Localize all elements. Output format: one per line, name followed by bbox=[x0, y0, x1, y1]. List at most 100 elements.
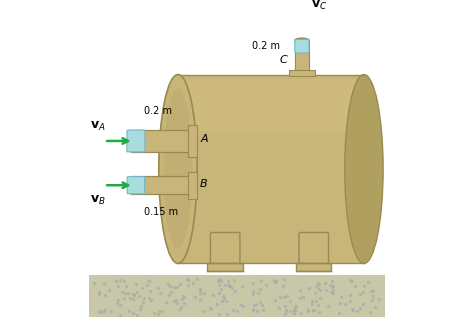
Point bbox=[296, 295, 303, 301]
Point bbox=[249, 307, 256, 312]
Point bbox=[298, 311, 305, 316]
Point bbox=[329, 287, 337, 292]
FancyBboxPatch shape bbox=[299, 232, 328, 265]
Point bbox=[369, 288, 377, 293]
Point bbox=[257, 279, 265, 284]
Point bbox=[215, 312, 222, 317]
Point bbox=[281, 311, 288, 316]
Point bbox=[252, 301, 260, 306]
Point bbox=[222, 299, 230, 304]
Point bbox=[101, 292, 109, 297]
Point bbox=[275, 305, 283, 310]
Point bbox=[249, 288, 256, 294]
Point bbox=[224, 312, 231, 317]
Point bbox=[283, 308, 290, 314]
Point bbox=[155, 285, 162, 290]
Point bbox=[262, 282, 270, 287]
Text: $\mathbf{v}_A$: $\mathbf{v}_A$ bbox=[91, 120, 106, 133]
Point bbox=[98, 308, 105, 314]
Point bbox=[291, 304, 299, 309]
Bar bbox=[188, 125, 197, 157]
FancyBboxPatch shape bbox=[210, 232, 240, 265]
Point bbox=[329, 290, 337, 295]
Point bbox=[164, 281, 172, 286]
Point bbox=[314, 302, 321, 307]
Point bbox=[249, 308, 256, 313]
Point bbox=[310, 307, 318, 312]
Point bbox=[158, 308, 166, 313]
Point bbox=[116, 312, 123, 317]
Point bbox=[351, 284, 359, 289]
Point bbox=[327, 283, 334, 288]
Point bbox=[369, 294, 376, 299]
Point bbox=[154, 312, 162, 317]
Point bbox=[216, 291, 223, 296]
Point bbox=[216, 277, 223, 282]
Point bbox=[368, 297, 376, 302]
Point bbox=[360, 283, 367, 288]
Bar bbox=[289, 70, 315, 76]
Point bbox=[282, 307, 290, 312]
Point bbox=[180, 300, 188, 305]
Point bbox=[137, 303, 145, 308]
Bar bbox=[131, 130, 194, 152]
Point bbox=[217, 286, 224, 291]
Point bbox=[311, 290, 319, 295]
Point bbox=[292, 304, 300, 309]
Point bbox=[184, 278, 192, 283]
Point bbox=[214, 302, 221, 307]
Point bbox=[286, 299, 293, 304]
Point bbox=[112, 278, 120, 283]
Point bbox=[259, 308, 267, 313]
Point bbox=[258, 302, 266, 307]
Point bbox=[316, 287, 324, 293]
Point bbox=[176, 307, 184, 312]
Point bbox=[279, 283, 287, 288]
Point bbox=[173, 285, 180, 290]
Point bbox=[170, 298, 178, 303]
Point bbox=[315, 281, 323, 286]
Point bbox=[270, 278, 278, 283]
Point bbox=[129, 292, 137, 297]
Point bbox=[221, 282, 229, 287]
Point bbox=[180, 295, 188, 300]
Point bbox=[207, 306, 214, 311]
Point bbox=[367, 289, 374, 294]
Text: $\mathbf{v}_B$: $\mathbf{v}_B$ bbox=[91, 193, 106, 207]
Point bbox=[256, 299, 264, 304]
Point bbox=[239, 303, 247, 308]
Point bbox=[337, 301, 344, 306]
Point bbox=[136, 307, 144, 312]
Point bbox=[129, 297, 137, 302]
Point bbox=[354, 308, 361, 313]
Point bbox=[116, 278, 123, 283]
Point bbox=[280, 294, 288, 299]
Point bbox=[305, 308, 312, 313]
Point bbox=[346, 299, 354, 304]
Point bbox=[123, 284, 130, 289]
Bar bbox=[208, 264, 243, 271]
Point bbox=[356, 305, 364, 310]
Point bbox=[219, 298, 226, 303]
Point bbox=[105, 287, 113, 293]
Text: $\mathbf{v}_C$: $\mathbf{v}_C$ bbox=[311, 0, 328, 12]
Point bbox=[312, 284, 320, 289]
Point bbox=[172, 297, 180, 302]
Text: 0.15 m: 0.15 m bbox=[144, 207, 178, 218]
Ellipse shape bbox=[345, 74, 383, 264]
Point bbox=[165, 293, 173, 298]
Point bbox=[215, 282, 223, 287]
Bar bbox=[188, 172, 197, 198]
Point bbox=[291, 308, 299, 313]
Point bbox=[276, 295, 284, 300]
Point bbox=[138, 286, 146, 291]
Point bbox=[114, 283, 121, 288]
Point bbox=[120, 278, 128, 283]
Point bbox=[299, 294, 307, 300]
Point bbox=[328, 290, 335, 295]
Point bbox=[184, 283, 191, 288]
Point bbox=[224, 278, 232, 283]
Point bbox=[290, 311, 298, 316]
Point bbox=[129, 310, 137, 315]
Point bbox=[347, 278, 355, 283]
